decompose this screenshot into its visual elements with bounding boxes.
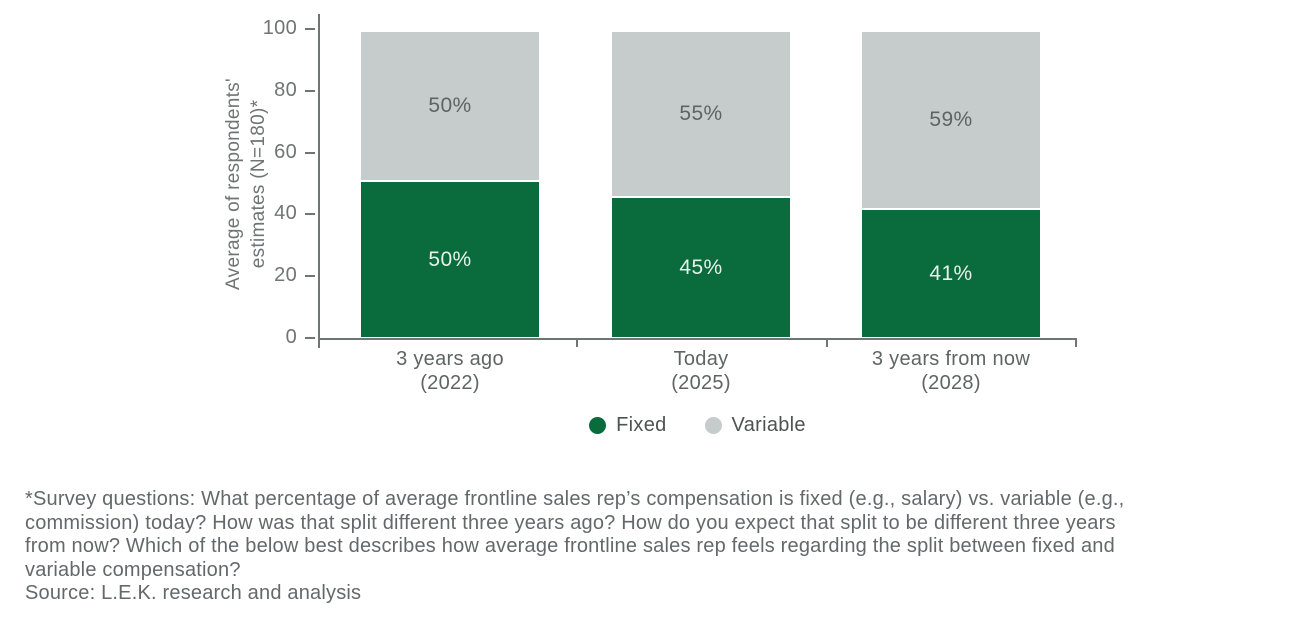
legend-item-variable: Variable (704, 413, 806, 437)
x-category-label: 3 years ago (2022) (396, 348, 504, 394)
y-tick-mark (305, 28, 315, 30)
x-axis-line (318, 338, 1077, 340)
bar-value-label-fixed: 45% (679, 256, 723, 279)
bar-value-label-variable: 59% (929, 108, 973, 131)
x-category-label: 3 years from now (2028) (871, 348, 1031, 394)
legend-label: Fixed (616, 413, 667, 436)
x-tick-mark (1075, 339, 1077, 347)
y-tick-label: 20 (274, 264, 297, 286)
bar-segment-fixed (612, 198, 790, 337)
bar-value-label-fixed: 41% (929, 262, 973, 285)
y-tick-mark (305, 337, 315, 339)
y-tick-mark (305, 90, 315, 92)
footnote-text: *Survey questions: What percentage of av… (25, 488, 1125, 581)
bar-segment-fixed (361, 182, 539, 337)
source-line: Source: L.E.K. research and analysis (25, 582, 362, 604)
y-tick-label: 40 (274, 202, 297, 224)
y-tick-mark (305, 213, 315, 215)
y-tick-label: 80 (274, 79, 297, 101)
legend: Fixed Variable (318, 412, 1077, 438)
bar-segment-fixed (862, 210, 1040, 337)
bar-segment-variable (612, 32, 790, 196)
y-axis-line (318, 14, 320, 348)
y-tick-label: 100 (262, 17, 297, 39)
legend-label: Variable (731, 413, 806, 436)
y-tick-label: 60 (274, 141, 297, 163)
y-tick-mark (305, 275, 315, 277)
x-tick-mark (826, 339, 828, 347)
x-category-label: Today (2025) (671, 348, 731, 394)
legend-dot-variable-icon (704, 416, 722, 434)
bar-segment-variable (361, 32, 539, 180)
bar-value-label-fixed: 50% (428, 248, 472, 271)
legend-item-fixed: Fixed (589, 414, 666, 437)
y-tick-mark (305, 152, 315, 154)
x-tick-mark (576, 339, 578, 347)
bar-segment-variable (862, 32, 1040, 208)
y-axis-title: Average of respondents' estimates (N=180… (223, 78, 269, 290)
bar-value-label-variable: 50% (428, 94, 472, 117)
legend-dot-fixed-icon (589, 416, 607, 434)
y-tick-label: 0 (285, 326, 297, 348)
bar-value-label-variable: 55% (679, 102, 723, 125)
